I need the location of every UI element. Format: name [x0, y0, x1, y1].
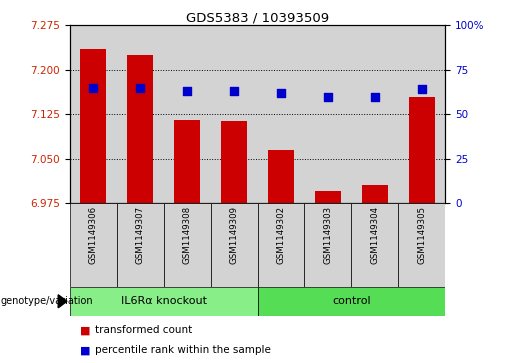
FancyBboxPatch shape — [399, 203, 445, 287]
Bar — [116, 25, 164, 203]
Bar — [362, 185, 388, 203]
Title: GDS5383 / 10393509: GDS5383 / 10393509 — [186, 11, 329, 24]
FancyBboxPatch shape — [304, 203, 352, 287]
Point — [324, 94, 332, 99]
Point — [418, 86, 426, 92]
Point — [89, 85, 97, 91]
Text: GSM1149306: GSM1149306 — [89, 206, 97, 264]
Text: transformed count: transformed count — [95, 325, 193, 335]
Text: ■: ■ — [80, 325, 90, 335]
Bar — [80, 49, 106, 203]
Text: GSM1149307: GSM1149307 — [135, 206, 145, 264]
Text: control: control — [332, 296, 371, 306]
Point — [230, 88, 238, 94]
Text: GSM1149303: GSM1149303 — [323, 206, 333, 264]
Bar — [409, 97, 435, 203]
FancyBboxPatch shape — [116, 203, 164, 287]
Bar — [268, 150, 294, 203]
Text: GSM1149304: GSM1149304 — [370, 206, 380, 264]
Text: GSM1149305: GSM1149305 — [418, 206, 426, 264]
FancyBboxPatch shape — [258, 203, 304, 287]
Text: genotype/variation: genotype/variation — [1, 296, 93, 306]
Bar — [211, 25, 258, 203]
Point — [277, 90, 285, 96]
Text: GSM1149302: GSM1149302 — [277, 206, 285, 264]
FancyBboxPatch shape — [352, 203, 399, 287]
FancyBboxPatch shape — [70, 203, 116, 287]
FancyBboxPatch shape — [70, 287, 258, 316]
Text: GSM1149308: GSM1149308 — [182, 206, 192, 264]
Bar — [174, 120, 200, 203]
FancyBboxPatch shape — [164, 203, 211, 287]
Point — [136, 85, 144, 91]
Text: GSM1149309: GSM1149309 — [230, 206, 238, 264]
FancyBboxPatch shape — [211, 203, 258, 287]
Bar — [352, 25, 399, 203]
Text: percentile rank within the sample: percentile rank within the sample — [95, 345, 271, 355]
FancyBboxPatch shape — [258, 287, 445, 316]
Text: ■: ■ — [80, 345, 90, 355]
Bar — [127, 55, 153, 203]
Point — [183, 88, 191, 94]
Bar — [399, 25, 445, 203]
Bar — [221, 122, 247, 203]
Polygon shape — [58, 295, 67, 308]
Bar — [304, 25, 352, 203]
Bar — [258, 25, 304, 203]
Text: IL6Rα knockout: IL6Rα knockout — [121, 296, 207, 306]
Bar — [164, 25, 211, 203]
Bar — [315, 191, 341, 203]
Bar — [70, 25, 116, 203]
Point — [371, 94, 379, 99]
